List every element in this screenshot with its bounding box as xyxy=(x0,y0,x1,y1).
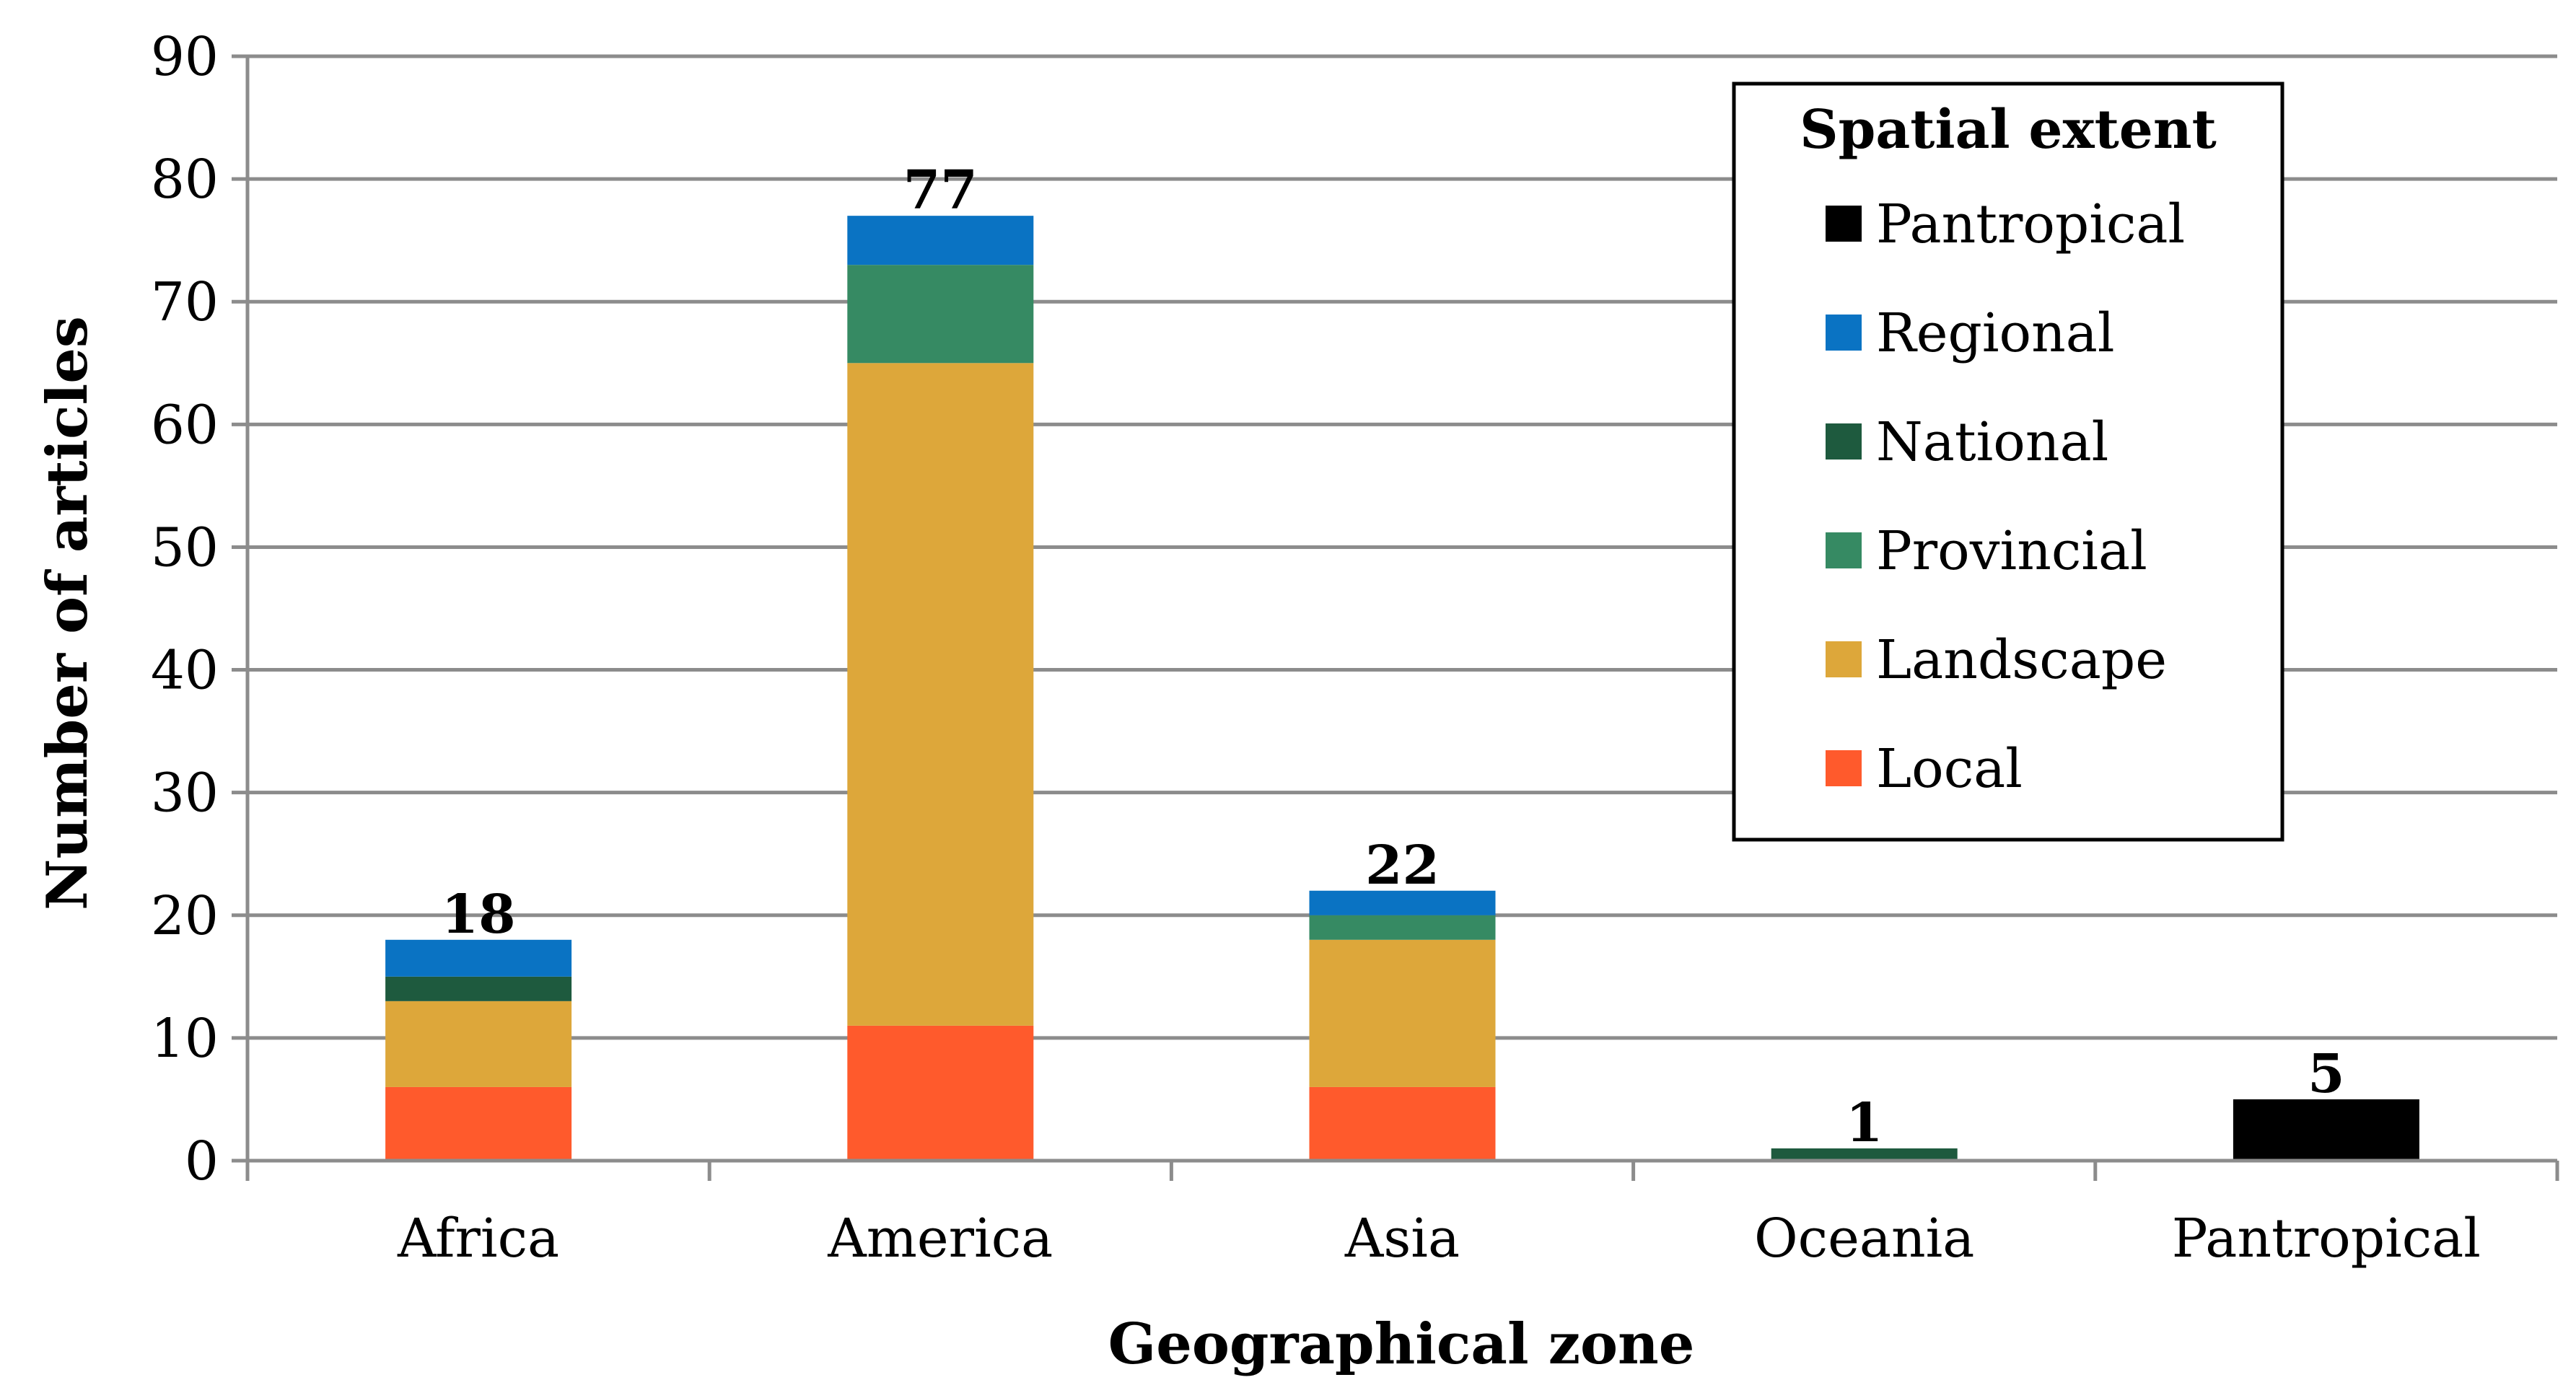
legend: Spatial extent Pantropical Regional Nation… xyxy=(1732,82,2284,842)
bar-segment-national xyxy=(1771,1148,1958,1161)
bar-segment-provincial xyxy=(1309,915,1496,940)
y-tick-label: 80 xyxy=(151,149,219,211)
bar-segment-local xyxy=(385,1086,572,1161)
x-tick-label: Pantropical xyxy=(2172,1208,2481,1270)
bar-total-label: 77 xyxy=(903,159,978,221)
bar-total-label: 22 xyxy=(1365,835,1440,897)
bars xyxy=(385,216,2419,1161)
bar-total-label: 5 xyxy=(2308,1043,2345,1105)
bar-segment-pantropical xyxy=(2233,1099,2419,1161)
legend-label: Regional xyxy=(1876,302,2115,364)
legend-label: Local xyxy=(1876,738,2023,800)
bar-segment-provincial xyxy=(847,265,1034,364)
bar-segment-national xyxy=(385,976,572,1001)
bar-segment-regional xyxy=(1309,890,1496,915)
legend-swatch-pantropical xyxy=(1826,206,1862,242)
legend-box xyxy=(1732,82,2284,842)
legend-items: Pantropical Regional National Provincial Lan… xyxy=(1826,193,2185,800)
bar-segment-landscape xyxy=(847,363,1034,1026)
bar-total-label: 18 xyxy=(442,884,516,946)
y-tick-label: 40 xyxy=(151,640,219,702)
bar-segment-landscape xyxy=(1309,939,1496,1087)
y-tick-label: 30 xyxy=(151,762,219,825)
legend-swatch-provincial xyxy=(1826,532,1862,568)
legend-label: Provincial xyxy=(1876,520,2147,582)
y-tick-label: 90 xyxy=(151,26,219,88)
y-tick-label: 60 xyxy=(151,394,219,456)
legend-swatch-local xyxy=(1826,750,1862,786)
labels: 0 10 20 30 40 50 60 70 80 90 Africa 18 America 77 Asia… xyxy=(151,26,2481,1270)
bar-total-label: 1 xyxy=(1846,1092,1883,1154)
y-tick-label: 50 xyxy=(151,516,219,579)
y-tick-label: 0 xyxy=(185,1130,219,1192)
axes xyxy=(232,54,2559,1181)
y-tick-label: 70 xyxy=(151,271,219,333)
legend-label: National xyxy=(1876,411,2108,473)
legend-swatch-national xyxy=(1826,423,1862,460)
legend-swatch-landscape xyxy=(1826,641,1862,677)
x-tick-label: America xyxy=(827,1208,1053,1270)
bar-segment-local xyxy=(1309,1086,1496,1161)
legend-swatch-regional xyxy=(1826,315,1862,351)
bar-segment-local xyxy=(847,1025,1034,1161)
legend-label: Landscape xyxy=(1876,629,2167,691)
gridlines xyxy=(247,54,2557,1040)
x-tick-label: Africa xyxy=(397,1208,559,1270)
bar-segment-regional xyxy=(385,939,572,977)
y-tick-label: 20 xyxy=(151,885,219,947)
legend-title: Spatial extent xyxy=(1800,99,2217,161)
legend-label: Pantropical xyxy=(1876,193,2185,255)
y-tick-label: 10 xyxy=(151,1008,219,1070)
x-axis-title: Geographical zone xyxy=(1108,1311,1695,1377)
bar-segment-regional xyxy=(847,216,1034,265)
y-axis-title: Number of articles xyxy=(35,316,100,910)
x-tick-label: Asia xyxy=(1344,1208,1460,1270)
bar-segment-landscape xyxy=(385,1001,572,1087)
x-tick-label: Oceania xyxy=(1754,1208,1974,1270)
